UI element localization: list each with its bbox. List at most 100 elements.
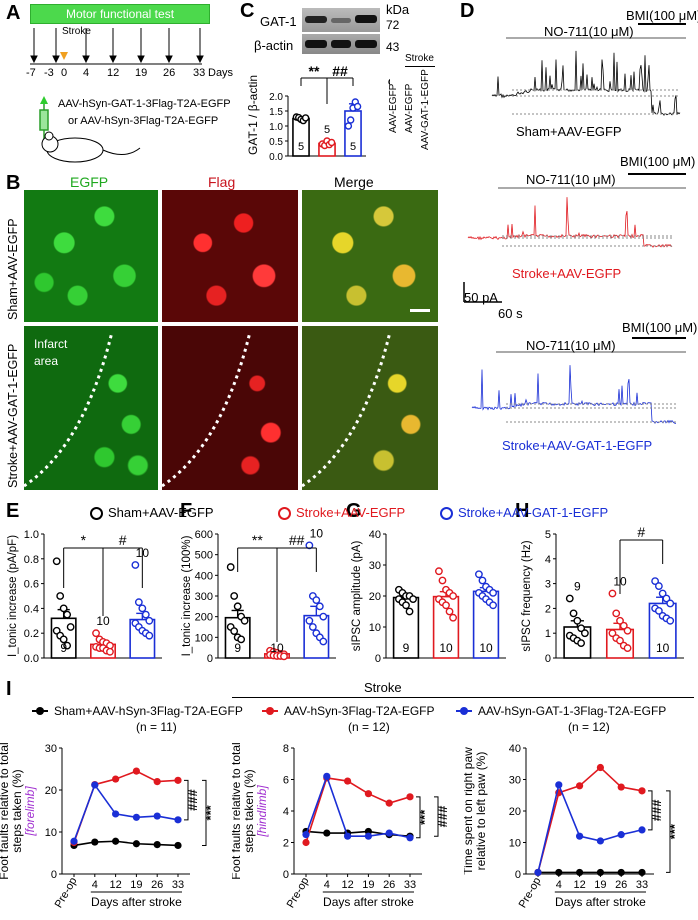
day-tick: 12 bbox=[107, 67, 120, 79]
data-point bbox=[112, 837, 120, 845]
y-tick-label: 1.5 bbox=[269, 107, 283, 118]
kda-72: 72 bbox=[386, 18, 400, 32]
y-tick-label: 1.0 bbox=[24, 529, 39, 541]
sig-bracket bbox=[202, 779, 207, 846]
sig-bracket bbox=[184, 779, 189, 821]
panel-label-i: I bbox=[6, 678, 12, 700]
y-tick-label: 4 bbox=[283, 806, 289, 818]
c-legend-sham: AAV-EGFP bbox=[388, 83, 399, 133]
panel-d: BMI(100 μM) NO-711(10 μM) Sham+AAV-EGFP … bbox=[462, 0, 698, 500]
data-point bbox=[153, 778, 161, 786]
data-point bbox=[555, 781, 563, 789]
y-tick-label: 6 bbox=[283, 775, 289, 787]
y-tick-label: 0.4 bbox=[24, 603, 39, 615]
data-point bbox=[449, 592, 457, 600]
chart-c: 0.0 0.5 1.0 1.5 2.0 5 5 5 ** ## bbox=[269, 63, 390, 163]
mouse-icon bbox=[41, 131, 141, 163]
y-axis-label: steps taken (%) bbox=[10, 769, 24, 852]
traces-svg bbox=[463, 23, 686, 424]
sig-bracket bbox=[666, 790, 671, 873]
n-label: 9 bbox=[574, 579, 581, 593]
data-point bbox=[319, 637, 328, 646]
data-point bbox=[623, 644, 632, 652]
c-legend-stroke-egfp: AAV-EGFP bbox=[404, 83, 415, 133]
data-point bbox=[617, 831, 625, 839]
y-tick-label: 40 bbox=[509, 743, 521, 755]
x-axis-label: Days after stroke bbox=[555, 895, 646, 909]
c-legend-rule bbox=[405, 66, 435, 67]
data-point bbox=[323, 772, 331, 780]
data-point bbox=[174, 816, 182, 824]
y-axis-label: sIPSC amplitude (pA) bbox=[351, 541, 363, 652]
sig-label: ### bbox=[435, 805, 450, 827]
data-point bbox=[666, 616, 675, 625]
data-point bbox=[312, 596, 321, 605]
x-tick-label: 12 bbox=[109, 879, 121, 891]
scale-s: 60 s bbox=[498, 306, 523, 321]
data-point bbox=[596, 763, 604, 772]
x-axis-label: Days after stroke bbox=[91, 895, 182, 909]
n-label: 9 bbox=[60, 641, 67, 655]
x-tick-label: 12 bbox=[341, 879, 353, 891]
x-tick-label: 19 bbox=[594, 879, 606, 891]
legend-i-item: Sham+AAV-hSyn-3Flag-T2A-EGFP bbox=[54, 704, 243, 718]
data-point bbox=[305, 616, 314, 625]
sig-label: ## bbox=[332, 63, 348, 79]
micrograph-egfp-stroke: Infarct area bbox=[24, 326, 158, 490]
y-tick-label: 2 bbox=[283, 838, 289, 850]
kda-43: 43 bbox=[386, 40, 400, 54]
data-point bbox=[52, 557, 61, 566]
data-point bbox=[638, 787, 646, 795]
x-tick-label: 26 bbox=[615, 879, 627, 891]
y-tick-label: 500 bbox=[195, 550, 213, 562]
series-line bbox=[73, 783, 179, 842]
y-tick-label: 2 bbox=[545, 603, 551, 615]
day-tick: 33 bbox=[193, 67, 206, 79]
y-tick-label: 300 bbox=[195, 591, 213, 603]
sig-bracket bbox=[416, 796, 421, 839]
trace3-no711: NO-711(10 μM) bbox=[526, 338, 616, 353]
y-tick-label: 20 bbox=[369, 591, 381, 603]
timeline-arrows bbox=[30, 28, 204, 104]
y-tick-label: 0.2 bbox=[24, 628, 39, 640]
data-point bbox=[344, 122, 353, 130]
trace2-no711: NO-711(10 μM) bbox=[526, 172, 616, 187]
scale-bar bbox=[410, 309, 430, 312]
sig-label: # bbox=[637, 524, 645, 540]
data-point bbox=[576, 832, 584, 840]
data-point bbox=[565, 594, 574, 603]
data-point bbox=[658, 589, 667, 598]
data-point bbox=[112, 775, 120, 783]
data-point bbox=[63, 641, 72, 650]
blot-image-actin bbox=[302, 34, 380, 54]
y-axis-label: relative to left paw (%) bbox=[474, 752, 488, 871]
panel-label-g: G bbox=[346, 500, 362, 522]
data-point bbox=[577, 624, 586, 633]
y-axis-label: I_tonic increase (100%) bbox=[181, 535, 193, 656]
data-point bbox=[385, 799, 393, 807]
sig-label: ## bbox=[289, 532, 305, 548]
legend-item: Stroke+AAV-GAT-1-EGFP bbox=[458, 505, 609, 520]
y-tick-label: 10 bbox=[369, 622, 381, 634]
micrograph-flag-stroke bbox=[162, 326, 298, 490]
trace1-no711: NO-711(10 μM) bbox=[544, 24, 634, 39]
y-tick-label: 20 bbox=[45, 785, 57, 797]
data-point bbox=[92, 629, 100, 638]
data-point bbox=[489, 601, 497, 610]
data-point bbox=[612, 609, 621, 618]
sig-label: ** bbox=[252, 532, 263, 548]
current-trace bbox=[471, 365, 677, 424]
y-axis-label: Time spent on right paw bbox=[464, 747, 475, 875]
x-tick-label: 26 bbox=[383, 879, 395, 891]
legend-i-n: (n = 12) bbox=[348, 720, 390, 734]
legend-item: Stroke+AAV-EGFP bbox=[296, 505, 406, 520]
sig-label: # bbox=[119, 532, 127, 548]
y-axis-label: [hindlimb] bbox=[255, 785, 269, 838]
y-tick-label: 0 bbox=[283, 869, 289, 881]
panel-label-d: D bbox=[460, 0, 475, 22]
data-point bbox=[475, 570, 483, 579]
y-tick-label: 2.0 bbox=[269, 92, 283, 103]
data-point bbox=[344, 832, 352, 840]
legend-i-n: (n = 11) bbox=[136, 720, 177, 734]
